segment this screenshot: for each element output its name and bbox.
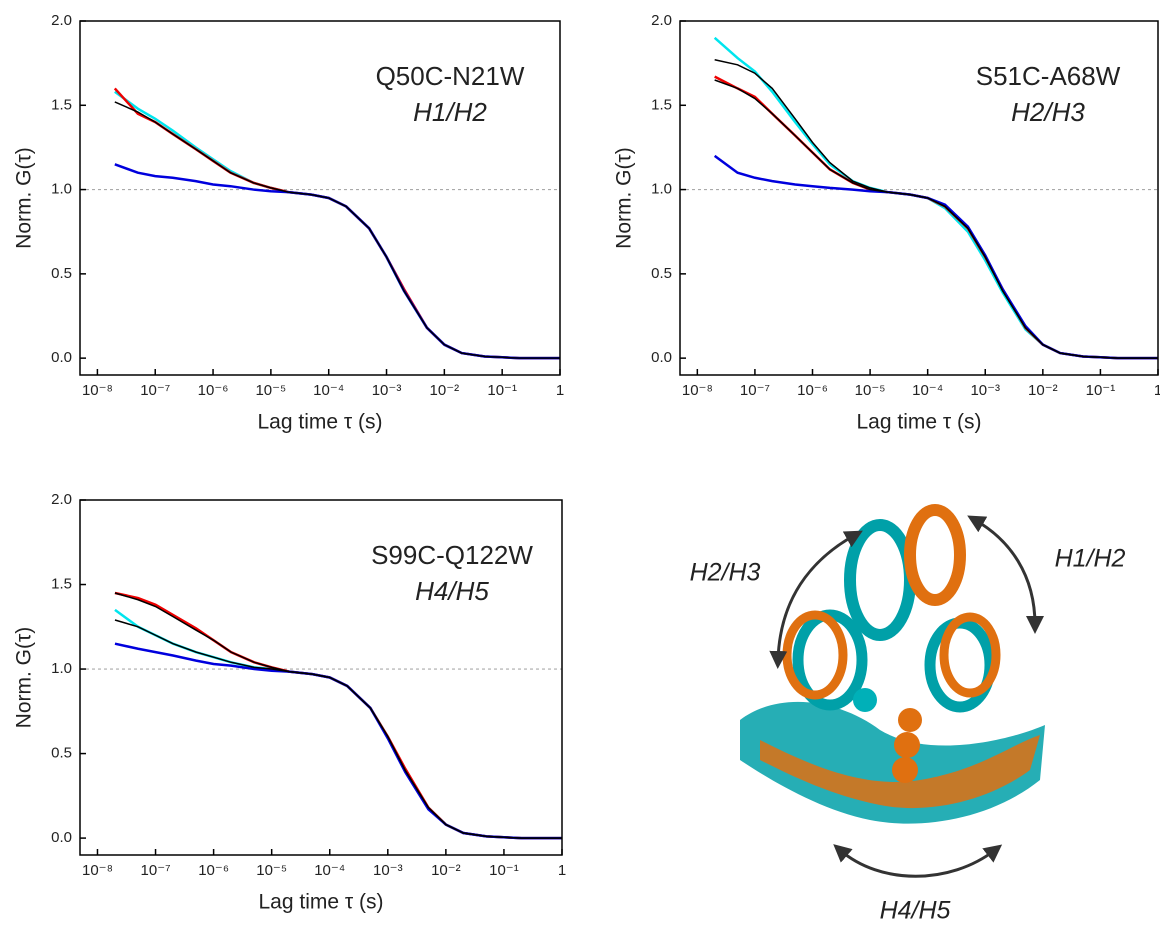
data-line xyxy=(713,154,1158,360)
data-line xyxy=(114,619,562,839)
x-tick-label: 1 xyxy=(556,382,564,399)
sphere xyxy=(894,732,920,758)
x-tick-label: 10⁻³ xyxy=(372,382,402,399)
y-axis-label: Norm. G(τ) xyxy=(13,627,36,729)
arrow xyxy=(769,530,863,669)
x-tick-label: 10⁻⁶ xyxy=(198,862,229,879)
plot-frame xyxy=(79,499,563,856)
annotation: H2/H3 xyxy=(1011,97,1085,127)
x-tick-label: 10⁻⁵ xyxy=(256,862,287,879)
x-tick-label: 10⁻⁴ xyxy=(912,382,943,399)
annotation: H4/H5 xyxy=(415,576,489,606)
y-tick-label: 0.0 xyxy=(651,349,672,366)
x-tick-label: 1 xyxy=(558,862,566,879)
x-tick-label: 10⁻⁵ xyxy=(855,382,886,399)
x-axis-label: Lag time τ (s) xyxy=(258,411,383,434)
annotation: H1/H2 xyxy=(413,97,487,127)
sphere xyxy=(853,688,877,712)
y-tick-label: 1.5 xyxy=(51,96,72,113)
data-line xyxy=(114,591,562,840)
y-tick-label: 0.5 xyxy=(51,265,72,282)
x-tick-label: 10⁻⁶ xyxy=(797,382,828,399)
y-tick-label: 0.5 xyxy=(651,265,672,282)
x-tick-label: 10⁻⁴ xyxy=(314,862,345,879)
data-line xyxy=(114,642,562,840)
data-line xyxy=(114,592,562,839)
x-tick-label: 10⁻² xyxy=(431,862,461,879)
plot-frame xyxy=(679,20,1159,376)
chart: 0.0 0.5 1.0 1.5 2.0 10⁻⁸ 10⁻⁷ 10⁻⁶ 10⁻⁵ 10⁻⁴ 10⁻³ 1… xyxy=(613,12,1160,434)
x-tick-label: 10⁻³ xyxy=(373,862,403,879)
arrow xyxy=(967,515,1044,634)
x-axis-label: Lag time τ (s) xyxy=(259,891,384,914)
plot-frame xyxy=(79,20,561,376)
y-axis-label: Norm. G(τ) xyxy=(613,147,636,249)
y-tick-label: 0.0 xyxy=(51,829,72,846)
x-tick-label: 10⁻⁴ xyxy=(313,382,344,399)
annotation: S99C-Q122W xyxy=(371,540,533,570)
y-tick-label: 1.0 xyxy=(651,181,672,198)
data-line xyxy=(114,163,560,360)
chart: 0.0 0.5 1.0 1.5 2.0 10⁻⁸ 10⁻⁷ 10⁻⁶ 10⁻⁵ 10⁻⁴ 10⁻³ 1… xyxy=(13,491,567,914)
data-line xyxy=(114,101,560,359)
x-tick-label: 10⁻¹ xyxy=(487,382,517,399)
helix xyxy=(904,504,966,606)
x-tick-label: 10⁻¹ xyxy=(1086,382,1116,399)
sphere xyxy=(898,708,922,732)
helix-bundle xyxy=(760,735,1040,809)
y-tick-label: 2.0 xyxy=(51,491,72,508)
x-tick-label: 1 xyxy=(1154,382,1160,399)
x-tick-label: 10⁻¹ xyxy=(489,862,519,879)
x-tick-label: 10⁻⁸ xyxy=(682,382,713,399)
structure-label: H1/H2 xyxy=(1055,545,1126,573)
y-tick-label: 0.5 xyxy=(51,745,72,762)
y-tick-label: 1.0 xyxy=(51,660,72,677)
x-tick-label: 10⁻⁷ xyxy=(140,382,170,399)
x-tick-label: 10⁻⁵ xyxy=(255,382,286,399)
x-tick-label: 10⁻⁷ xyxy=(141,862,171,879)
x-axis-label: Lag time τ (s) xyxy=(857,411,982,434)
x-tick-label: 10⁻² xyxy=(1028,382,1058,399)
annotation: S51C-A68W xyxy=(976,61,1121,91)
structure-label: H4/H5 xyxy=(880,897,951,925)
data-line xyxy=(114,608,562,840)
data-line xyxy=(114,90,560,360)
x-tick-label: 10⁻⁸ xyxy=(82,382,113,399)
chart: 0.0 0.5 1.0 1.5 2.0 10⁻⁸ 10⁻⁷ 10⁻⁶ 10⁻⁵ 10⁻⁴ 10⁻³ 1… xyxy=(13,12,565,434)
structure: H2/H3 H1/H2 H4/H5 xyxy=(690,504,1126,925)
x-tick-label: 10⁻² xyxy=(430,382,460,399)
y-tick-label: 2.0 xyxy=(51,12,72,29)
structure-label: H2/H3 xyxy=(690,559,761,587)
x-tick-label: 10⁻⁷ xyxy=(740,382,770,399)
annotation: Q50C-N21W xyxy=(376,61,525,91)
y-tick-label: 1.0 xyxy=(51,181,72,198)
y-axis-label: Norm. G(τ) xyxy=(13,147,36,249)
sphere xyxy=(892,757,918,783)
y-tick-label: 1.5 xyxy=(51,575,72,592)
x-tick-label: 10⁻⁶ xyxy=(198,382,229,399)
x-tick-label: 10⁻⁸ xyxy=(82,862,113,879)
data-line xyxy=(714,75,1158,360)
y-tick-label: 2.0 xyxy=(651,12,672,29)
y-tick-label: 1.5 xyxy=(651,96,672,113)
helix xyxy=(844,519,916,641)
data-line xyxy=(113,87,560,360)
arrow xyxy=(833,844,1003,878)
data-line xyxy=(714,79,1158,359)
y-tick-label: 0.0 xyxy=(51,349,72,366)
x-tick-label: 10⁻³ xyxy=(970,382,1000,399)
